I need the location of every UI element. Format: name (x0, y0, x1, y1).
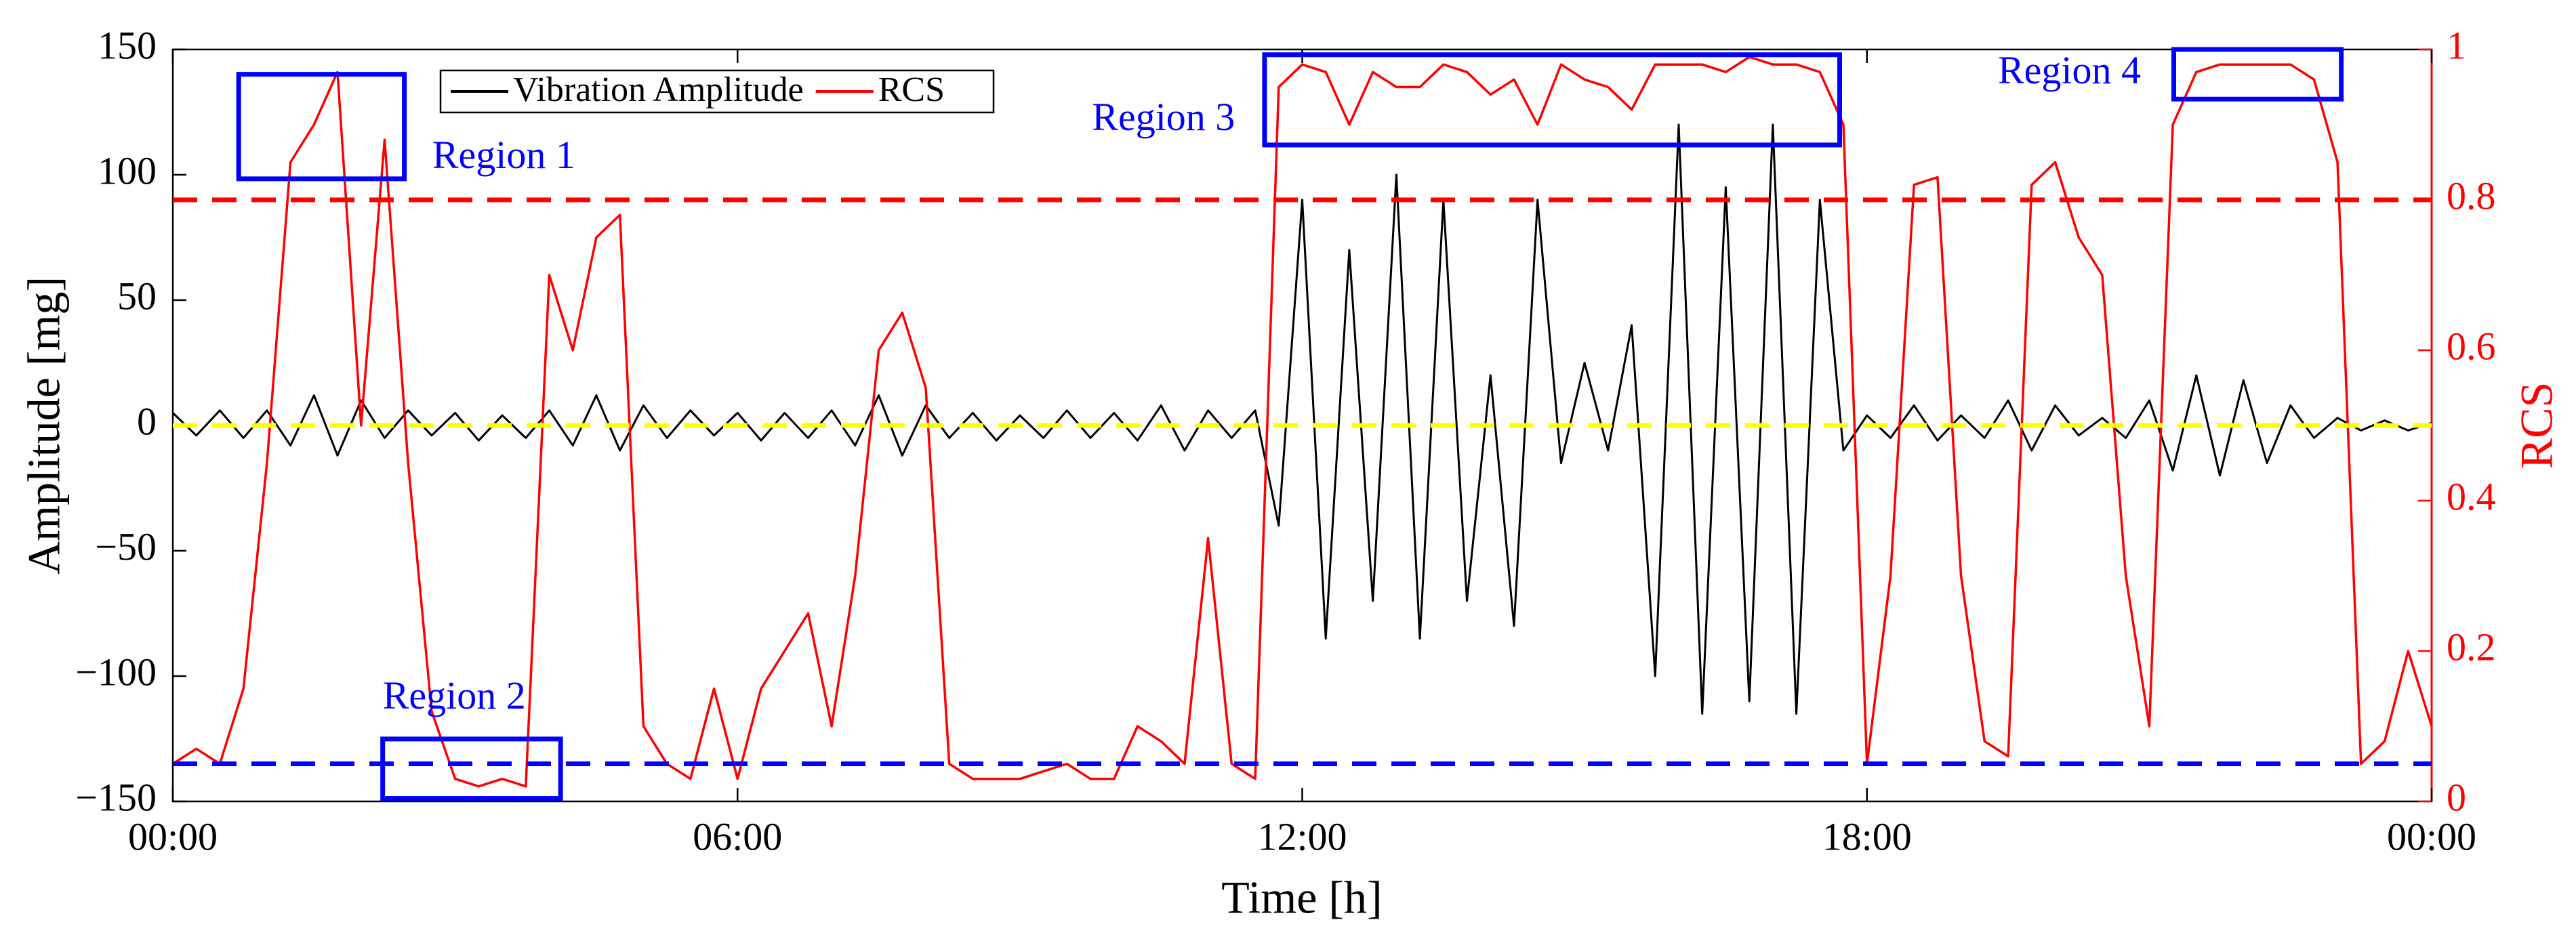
region-box (1262, 52, 1842, 148)
x-tick-label: 18:00 (1822, 814, 1912, 858)
y2-tick-label: 0.4 (2447, 474, 2496, 518)
y2-tick-label: 0.6 (2447, 324, 2496, 368)
y2-tick-label: 0 (2447, 775, 2466, 819)
y-tick-label: −50 (95, 524, 157, 568)
y2-axis-label: RCS (2511, 382, 2562, 469)
y-tick-label: −150 (75, 775, 157, 819)
region-label: Region 4 (1998, 48, 2141, 92)
legend-label: Vibration Amplitude (513, 70, 804, 109)
y2-tick-label: 0.8 (2447, 173, 2496, 217)
series-line (172, 56, 2433, 788)
region-label: Region 1 (432, 133, 575, 177)
legend: Vibration Amplitude RCS (439, 69, 995, 114)
y-tick-label: 100 (98, 148, 157, 192)
legend-box (439, 69, 995, 114)
y-tick-label: 0 (137, 399, 157, 443)
legend-label: RCS (878, 70, 945, 109)
y-tick-label: 50 (117, 274, 157, 318)
x-axis-label: Time [h] (1221, 872, 1382, 923)
region-box (2171, 47, 2344, 102)
region-label: Region 3 (1092, 95, 1235, 139)
x-tick-label: 00:00 (2387, 814, 2476, 858)
region-label: Region 2 (383, 673, 526, 717)
x-tick-label: 12:00 (1257, 814, 1347, 858)
y-axis-label: Amplitude [mg] (18, 276, 70, 574)
region-box (236, 72, 407, 182)
y2-tick-label: 0.2 (2447, 625, 2496, 669)
y-tick-label: −100 (75, 650, 157, 694)
y-tick-label: 150 (98, 23, 157, 67)
x-tick-label: 00:00 (128, 814, 218, 858)
region-box (380, 736, 563, 801)
y2-tick-label: 1 (2447, 23, 2466, 67)
x-tick-label: 06:00 (693, 814, 782, 858)
series-line (171, 123, 2432, 715)
